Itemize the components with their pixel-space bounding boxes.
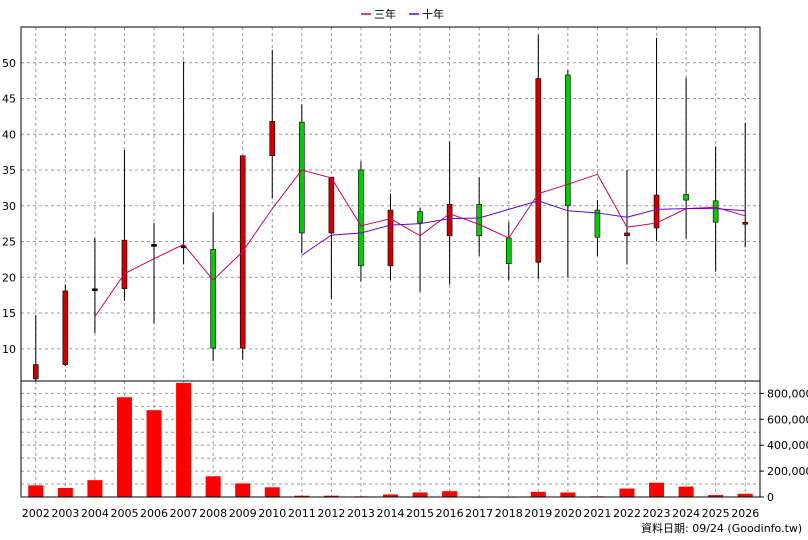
volume-bar bbox=[678, 486, 694, 497]
legend: 三年 十年 bbox=[361, 7, 444, 21]
candle-body bbox=[683, 194, 689, 201]
candle-body bbox=[653, 194, 660, 229]
price-tick-label: 40 bbox=[2, 128, 16, 141]
volume-bar bbox=[146, 410, 162, 497]
volume-bar bbox=[560, 492, 576, 497]
candle-body bbox=[92, 288, 98, 292]
x-tick-label: 2022 bbox=[613, 507, 641, 520]
volume-bar bbox=[649, 482, 665, 497]
candle-body bbox=[742, 221, 749, 225]
volume-bar bbox=[412, 492, 428, 497]
volume-bar bbox=[708, 495, 724, 497]
volume-bar bbox=[619, 488, 635, 497]
ma-line-10yr bbox=[301, 200, 746, 256]
x-tick-label: 2016 bbox=[436, 507, 464, 520]
x-tick-label: 2018 bbox=[495, 507, 523, 520]
volume-tick-label: 400,000 bbox=[767, 439, 808, 452]
candle-body bbox=[594, 209, 601, 238]
x-tick-label: 2004 bbox=[81, 507, 109, 520]
candle-body bbox=[446, 204, 453, 237]
volume-bar bbox=[235, 483, 251, 497]
legend-label: 十年 bbox=[422, 7, 444, 21]
x-tick-label: 2002 bbox=[22, 507, 50, 520]
volume-plot-frame bbox=[20, 380, 761, 498]
candle-body bbox=[535, 78, 542, 263]
legend-label: 三年 bbox=[374, 7, 396, 21]
volume-bar bbox=[28, 485, 44, 497]
x-tick-label: 2013 bbox=[347, 507, 375, 520]
x-tick-label: 2010 bbox=[258, 507, 286, 520]
volume-bar bbox=[264, 487, 280, 497]
candle-body bbox=[712, 200, 719, 223]
x-tick-label: 2009 bbox=[229, 507, 257, 520]
x-tick-label: 2011 bbox=[288, 507, 316, 520]
volume-bar bbox=[323, 495, 339, 497]
x-tick-label: 2023 bbox=[643, 507, 671, 520]
volume-tick-label: 200,000 bbox=[767, 465, 808, 478]
candle-body bbox=[151, 244, 157, 247]
x-tick-label: 2019 bbox=[524, 507, 552, 520]
x-tick-label: 2008 bbox=[199, 507, 227, 520]
candle-body bbox=[121, 239, 128, 290]
candle-body bbox=[299, 121, 305, 234]
candle-body bbox=[624, 232, 630, 237]
candle-body bbox=[358, 169, 364, 267]
candle-body bbox=[565, 74, 571, 207]
candle-body bbox=[387, 209, 394, 267]
volume-bar bbox=[87, 480, 103, 497]
moving-average-lines bbox=[94, 169, 746, 317]
candle-body bbox=[62, 290, 69, 365]
x-tick-label: 2026 bbox=[731, 507, 759, 520]
candle-body bbox=[32, 364, 39, 380]
x-tick-label: 2012 bbox=[317, 507, 345, 520]
candle-body bbox=[328, 176, 335, 234]
volume-bar bbox=[294, 495, 310, 497]
candle-body bbox=[476, 204, 482, 237]
candle-body bbox=[417, 211, 423, 224]
ma-line-3yr bbox=[94, 169, 746, 317]
x-tick-label: 2021 bbox=[583, 507, 611, 520]
volume-bar bbox=[116, 397, 132, 497]
price-tick-label: 50 bbox=[2, 57, 16, 70]
price-tick-label: 10 bbox=[2, 343, 16, 356]
volume-bars bbox=[28, 383, 753, 498]
x-tick-label: 2015 bbox=[406, 507, 434, 520]
x-tick-label: 2006 bbox=[140, 507, 168, 520]
volume-bar bbox=[57, 487, 73, 497]
x-tick-label: 2024 bbox=[672, 507, 700, 520]
x-axis-ticks: 2002 2003 2004 2005 2006 2007 2008 2009 2010 2011… bbox=[22, 507, 759, 520]
volume-axis-ticks: 0 200,000 400,000 600,000 800,000 bbox=[760, 387, 808, 504]
volume-bar bbox=[737, 493, 753, 497]
volume-bar bbox=[176, 383, 192, 497]
price-tick-label: 15 bbox=[2, 307, 16, 320]
price-tick-label: 30 bbox=[2, 200, 16, 213]
x-tick-label: 2005 bbox=[110, 507, 138, 520]
volume-tick-label: 800,000 bbox=[767, 387, 808, 400]
price-tick-label: 20 bbox=[2, 271, 16, 284]
x-tick-label: 2014 bbox=[377, 507, 405, 520]
candle-body bbox=[210, 249, 216, 349]
volume-bar bbox=[442, 491, 458, 497]
volume-bar bbox=[383, 494, 398, 497]
volume-bar bbox=[530, 491, 546, 497]
x-tick-label: 2020 bbox=[554, 507, 582, 520]
volume-grid bbox=[21, 381, 760, 497]
data-source-credit: 資料日期: 09/24 (Goodinfo.tw) bbox=[641, 522, 803, 535]
x-tick-label: 2003 bbox=[51, 507, 79, 520]
price-tick-label: 35 bbox=[2, 164, 16, 177]
price-axis-ticks: 10 15 20 25 30 35 40 45 50 bbox=[2, 57, 16, 356]
x-tick-label: 2025 bbox=[702, 507, 730, 520]
price-tick-label: 25 bbox=[2, 236, 16, 249]
candle-body bbox=[505, 237, 512, 265]
x-tick-label: 2017 bbox=[465, 507, 493, 520]
candles bbox=[32, 34, 749, 381]
volume-tick-label: 0 bbox=[767, 491, 774, 504]
volume-tick-label: 600,000 bbox=[767, 413, 808, 426]
x-tick-label: 2007 bbox=[170, 507, 198, 520]
candle-body bbox=[269, 121, 276, 157]
volume-bar bbox=[205, 476, 221, 497]
price-tick-label: 45 bbox=[2, 93, 16, 106]
plot-frames bbox=[20, 26, 761, 498]
